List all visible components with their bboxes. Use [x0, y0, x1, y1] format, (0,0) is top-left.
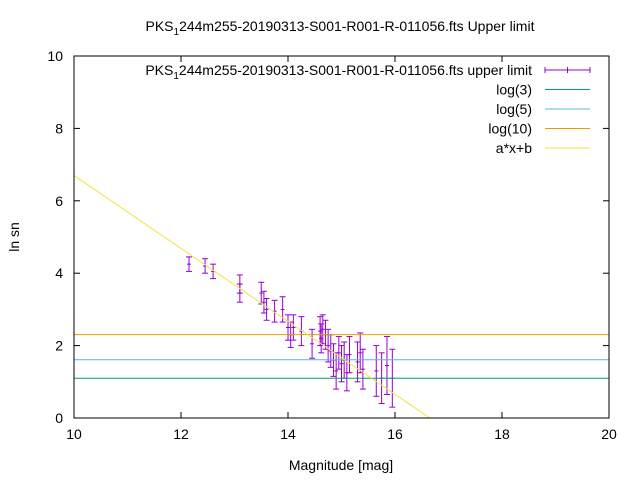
data-point	[202, 258, 209, 274]
legend-label: log(3)	[496, 82, 532, 98]
x-axis: 10 12 14 16 18 20	[66, 56, 617, 442]
x-tick-label: 10	[66, 426, 82, 442]
data-point	[285, 314, 291, 341]
x-axis-label: Magnitude [mag]	[289, 457, 393, 473]
x-tick-label: 18	[494, 426, 510, 442]
y-tick-label: 0	[55, 410, 63, 426]
legend-label: log(5)	[496, 101, 532, 117]
legend-label: a*x+b	[496, 140, 532, 156]
plot-frame	[73, 55, 610, 419]
x-tick-label: 16	[387, 426, 403, 442]
series-layer	[74, 175, 609, 418]
data-point	[290, 314, 297, 341]
x-tick-label: 12	[173, 426, 189, 442]
data-point	[346, 336, 353, 374]
y-tick-label: 4	[55, 265, 63, 281]
data-point	[373, 345, 380, 397]
data-point	[357, 332, 364, 374]
data-point	[258, 281, 265, 305]
y-axis: 0 2 4 6 8 10	[47, 48, 609, 426]
data-point	[260, 290, 267, 314]
y-axis-label: ln sn	[6, 222, 22, 252]
legend-label: log(10)	[488, 121, 532, 137]
data-point	[359, 348, 366, 390]
x-tick-label: 20	[601, 426, 617, 442]
data-point	[309, 328, 316, 359]
chart-title: PKS1244m255-20190313-S001-R001-R-011056.…	[146, 18, 535, 38]
legend-label: PKS1244m255-20190313-S001-R001-R-011056.…	[145, 62, 532, 82]
y-tick-label: 6	[55, 193, 63, 209]
fit-line	[74, 175, 431, 418]
data-point	[335, 336, 342, 370]
legend: PKS1244m255-20190313-S001-R001-R-011056.…	[145, 62, 591, 156]
data-point	[383, 336, 390, 395]
data-point	[333, 352, 340, 390]
y-tick-label: 10	[47, 48, 63, 64]
data-point	[271, 299, 278, 323]
data-point	[186, 256, 193, 272]
y-tick-label: 2	[55, 338, 63, 354]
data-point	[263, 298, 270, 321]
data-point	[298, 316, 305, 347]
data-point	[354, 341, 361, 383]
data-point	[236, 283, 243, 303]
y-tick-label: 8	[55, 120, 63, 136]
data-point	[338, 345, 345, 383]
x-tick-label: 14	[280, 426, 296, 442]
